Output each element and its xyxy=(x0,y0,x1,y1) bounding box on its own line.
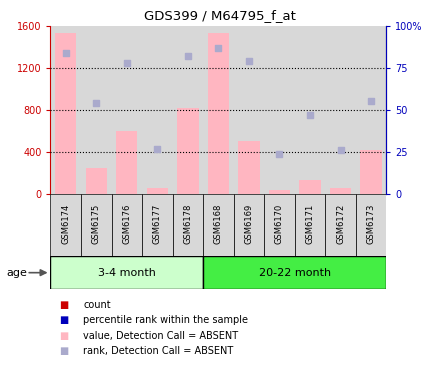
Bar xyxy=(111,194,142,256)
Text: value, Detection Call = ABSENT: value, Detection Call = ABSENT xyxy=(83,331,238,341)
Text: GSM6172: GSM6172 xyxy=(335,203,344,243)
Bar xyxy=(264,194,294,256)
Text: GSM6168: GSM6168 xyxy=(213,203,223,244)
Text: GSM6177: GSM6177 xyxy=(152,203,162,244)
Bar xyxy=(355,194,385,256)
Text: percentile rank within the sample: percentile rank within the sample xyxy=(83,315,248,325)
Bar xyxy=(329,188,350,194)
Bar xyxy=(238,141,259,194)
Point xyxy=(336,147,343,153)
Text: GSM6176: GSM6176 xyxy=(122,203,131,244)
Bar xyxy=(172,26,203,194)
Bar xyxy=(142,194,172,256)
Bar xyxy=(111,26,142,194)
Bar xyxy=(142,26,172,194)
Bar xyxy=(233,194,264,256)
Bar xyxy=(146,188,168,194)
Text: GSM6174: GSM6174 xyxy=(61,203,70,243)
Text: ■: ■ xyxy=(59,331,68,341)
Bar xyxy=(116,131,137,194)
Bar xyxy=(55,33,76,194)
Text: 3-4 month: 3-4 month xyxy=(98,268,155,278)
Text: rank, Detection Call = ABSENT: rank, Detection Call = ABSENT xyxy=(83,347,233,356)
Text: GDS399 / M64795_f_at: GDS399 / M64795_f_at xyxy=(143,9,295,22)
Bar xyxy=(203,194,233,256)
Text: GSM6169: GSM6169 xyxy=(244,203,253,243)
Text: GSM6175: GSM6175 xyxy=(92,203,101,243)
Bar xyxy=(203,256,385,289)
Text: GSM6170: GSM6170 xyxy=(274,203,283,243)
Bar xyxy=(177,108,198,194)
Bar xyxy=(50,256,203,289)
Point xyxy=(92,100,99,106)
Point xyxy=(184,53,191,59)
Bar xyxy=(81,26,111,194)
Text: ■: ■ xyxy=(59,315,68,325)
Bar xyxy=(268,190,290,194)
Bar xyxy=(325,26,355,194)
Bar xyxy=(207,33,229,194)
Bar xyxy=(172,194,203,256)
Text: GSM6173: GSM6173 xyxy=(366,203,374,244)
Bar xyxy=(355,26,385,194)
Bar xyxy=(233,26,264,194)
Text: GSM6178: GSM6178 xyxy=(183,203,192,244)
Bar xyxy=(264,26,294,194)
Point xyxy=(123,60,130,66)
Text: count: count xyxy=(83,300,111,310)
Bar xyxy=(50,26,81,194)
Bar xyxy=(294,26,325,194)
Point xyxy=(306,112,313,118)
Bar xyxy=(294,194,325,256)
Point xyxy=(62,50,69,56)
Bar xyxy=(85,168,107,194)
Point xyxy=(367,98,374,104)
Bar xyxy=(299,180,320,194)
Point xyxy=(276,151,283,157)
Text: GSM6171: GSM6171 xyxy=(305,203,314,243)
Bar xyxy=(360,150,381,194)
Bar xyxy=(203,26,233,194)
Bar xyxy=(50,194,81,256)
Text: ■: ■ xyxy=(59,300,68,310)
Text: 20-22 month: 20-22 month xyxy=(258,268,330,278)
Point xyxy=(214,45,221,51)
Point xyxy=(245,58,252,64)
Bar xyxy=(81,194,111,256)
Point xyxy=(153,146,160,152)
Text: ■: ■ xyxy=(59,347,68,356)
Text: age: age xyxy=(7,268,28,278)
Bar xyxy=(325,194,355,256)
